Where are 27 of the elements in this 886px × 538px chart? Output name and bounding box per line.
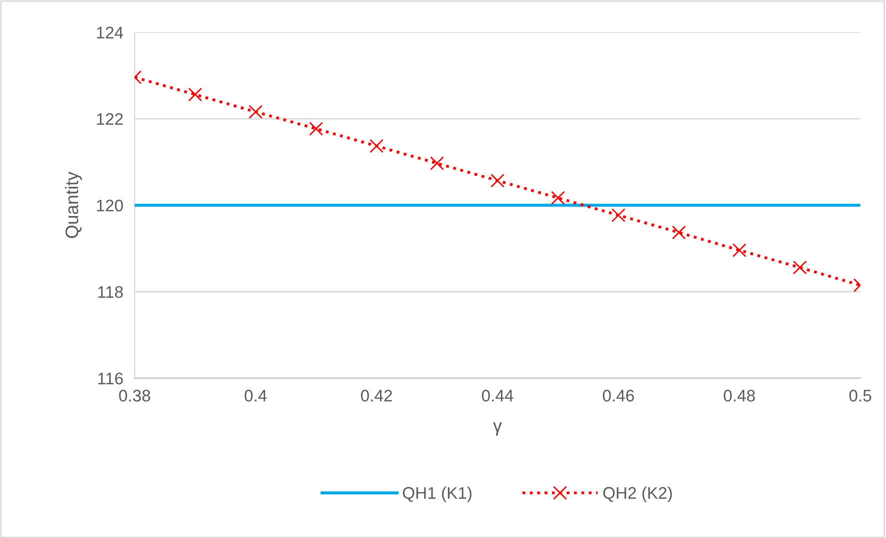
x-tick-label: 0.4 (244, 390, 267, 402)
y-axis-title: Quantity (65, 172, 82, 238)
legend-label: QH1 (K1) (402, 486, 472, 502)
x-tick-label: 0.5 (849, 390, 872, 402)
legend-label: QH2 (K2) (603, 486, 672, 502)
x-tick-label: 0.42 (360, 390, 392, 402)
point (792, 260, 807, 274)
x-axis-title: γ (493, 422, 502, 436)
point (370, 139, 384, 153)
x-tick-label: 0.48 (724, 390, 755, 402)
point (188, 88, 202, 102)
point (490, 174, 504, 188)
point (551, 190, 565, 205)
x-tick-label: 0.38 (119, 390, 150, 402)
y-tick-label: 122 (97, 113, 123, 125)
point (672, 226, 686, 240)
y-tick-label: 120 (97, 200, 123, 212)
y-tick-label: 116 (98, 372, 123, 384)
point (309, 122, 324, 136)
point (611, 208, 626, 222)
point (732, 243, 746, 258)
x-tick-label: 0.44 (482, 390, 514, 402)
x-tick-label: 0.46 (602, 390, 634, 402)
point (430, 156, 444, 170)
point (248, 104, 263, 119)
y-tick-label: 124 (97, 26, 124, 38)
y-tick-label: 118 (98, 286, 123, 298)
